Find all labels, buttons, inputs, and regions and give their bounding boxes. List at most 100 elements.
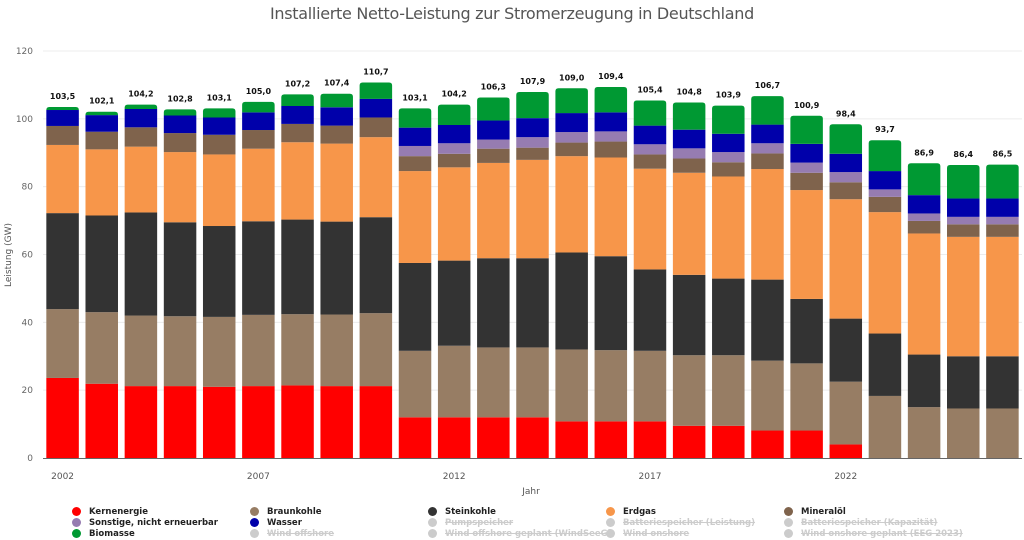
bar-stack[interactable]: [868, 140, 902, 458]
bar-segment-sonstige-nicht-erneuerbar[interactable]: [712, 152, 745, 163]
bar-segment-wasser[interactable]: [790, 143, 823, 163]
bar-segment-sonstige-nicht-erneuerbar[interactable]: [829, 172, 863, 183]
bar-segment-mineralöl[interactable]: [85, 131, 118, 150]
bar-stack[interactable]: [437, 104, 471, 458]
bar-segment-braunkohle[interactable]: [281, 314, 314, 386]
bar-segment-erdgas[interactable]: [477, 162, 510, 259]
bar-stack[interactable]: [398, 108, 432, 458]
bar-segment-kernenergie[interactable]: [359, 386, 393, 458]
bar-segment-biomasse[interactable]: [477, 97, 510, 121]
bar-segment-mineralöl[interactable]: [359, 117, 393, 138]
bar-segment-wasser[interactable]: [320, 107, 353, 126]
bar-segment-steinkohle[interactable]: [594, 256, 628, 351]
bar-segment-kernenergie[interactable]: [594, 421, 628, 458]
bar-segment-steinkohle[interactable]: [398, 262, 432, 351]
bar-stack[interactable]: [829, 124, 863, 458]
bar-segment-biomasse[interactable]: [555, 88, 588, 114]
bar-segment-erdgas[interactable]: [947, 236, 980, 357]
bar-segment-erdgas[interactable]: [986, 236, 1019, 357]
legend-item[interactable]: Kernenergie: [72, 506, 250, 517]
bar-segment-biomasse[interactable]: [437, 104, 471, 125]
bar-segment-mineralöl[interactable]: [163, 133, 197, 153]
bar-segment-braunkohle[interactable]: [85, 312, 118, 384]
legend-item[interactable]: Sonstige, nicht erneuerbar: [72, 517, 250, 528]
bar-segment-kernenergie[interactable]: [751, 430, 784, 458]
bar-segment-steinkohle[interactable]: [359, 217, 393, 314]
bar-stack[interactable]: [907, 163, 941, 458]
bar-segment-braunkohle[interactable]: [751, 360, 784, 431]
bar-segment-biomasse[interactable]: [672, 102, 706, 130]
bar-segment-mineralöl[interactable]: [868, 196, 902, 213]
bar-segment-sonstige-nicht-erneuerbar[interactable]: [947, 216, 980, 225]
bar-segment-biomasse[interactable]: [516, 92, 549, 119]
bar-segment-mineralöl[interactable]: [633, 154, 667, 169]
bar-segment-mineralöl[interactable]: [46, 125, 79, 145]
bar-segment-erdgas[interactable]: [242, 148, 275, 222]
legend-item[interactable]: Wind offshore: [250, 528, 428, 539]
legend-item[interactable]: Wind onshore geplant (EEG 2023): [784, 528, 963, 539]
bar-segment-biomasse[interactable]: [398, 108, 432, 128]
bar-segment-erdgas[interactable]: [555, 156, 588, 253]
bar-stack[interactable]: [202, 108, 236, 458]
bar-segment-braunkohle[interactable]: [633, 350, 667, 422]
legend-item[interactable]: Wind onshore: [606, 528, 784, 539]
bar-segment-sonstige-nicht-erneuerbar[interactable]: [555, 132, 588, 143]
bar-segment-wasser[interactable]: [555, 113, 588, 133]
bar-segment-braunkohle[interactable]: [242, 314, 275, 387]
bar-segment-biomasse[interactable]: [320, 93, 353, 108]
bar-segment-wasser[interactable]: [947, 198, 980, 217]
bar-segment-braunkohle[interactable]: [712, 355, 745, 426]
bar-segment-steinkohle[interactable]: [790, 298, 823, 364]
bar-segment-kernenergie[interactable]: [85, 383, 118, 458]
bar-segment-braunkohle[interactable]: [359, 313, 393, 387]
bar-segment-braunkohle[interactable]: [790, 363, 823, 431]
bar-segment-wasser[interactable]: [868, 171, 902, 190]
bar-segment-mineralöl[interactable]: [437, 153, 471, 168]
legend-item[interactable]: Wind offshore geplant (WindSeeG): [428, 528, 611, 539]
bar-segment-biomasse[interactable]: [163, 109, 197, 116]
bar-segment-wasser[interactable]: [124, 108, 158, 128]
bar-segment-steinkohle[interactable]: [320, 221, 353, 315]
bar-segment-biomasse[interactable]: [986, 164, 1019, 199]
bar-segment-biomasse[interactable]: [751, 96, 784, 125]
bar-segment-kernenergie[interactable]: [124, 386, 158, 458]
legend-item[interactable]: Pumpspeicher: [428, 517, 606, 528]
bar-segment-wasser[interactable]: [46, 110, 79, 126]
bar-segment-steinkohle[interactable]: [281, 219, 314, 315]
bar-segment-kernenergie[interactable]: [477, 417, 510, 458]
bar-segment-erdgas[interactable]: [712, 176, 745, 279]
bar-segment-mineralöl[interactable]: [986, 224, 1019, 237]
bar-segment-sonstige-nicht-erneuerbar[interactable]: [907, 213, 941, 221]
bar-segment-wasser[interactable]: [437, 124, 471, 144]
bar-stack[interactable]: [555, 88, 588, 458]
bar-segment-kernenergie[interactable]: [163, 386, 197, 458]
bar-segment-erdgas[interactable]: [359, 137, 393, 218]
bar-segment-kernenergie[interactable]: [633, 421, 667, 458]
bar-segment-mineralöl[interactable]: [477, 148, 510, 163]
bar-stack[interactable]: [242, 101, 275, 458]
bar-segment-braunkohle[interactable]: [163, 316, 197, 387]
bar-stack[interactable]: [281, 94, 314, 458]
bar-segment-erdgas[interactable]: [124, 146, 158, 213]
bar-segment-biomasse[interactable]: [829, 124, 863, 154]
bar-segment-mineralöl[interactable]: [790, 172, 823, 191]
bar-segment-sonstige-nicht-erneuerbar[interactable]: [633, 144, 667, 155]
bar-segment-wasser[interactable]: [85, 115, 118, 132]
bar-segment-steinkohle[interactable]: [672, 274, 706, 356]
bar-segment-steinkohle[interactable]: [907, 354, 941, 408]
bar-stack[interactable]: [163, 109, 197, 458]
bar-stack[interactable]: [672, 102, 706, 458]
bar-segment-biomasse[interactable]: [85, 111, 118, 116]
bar-segment-braunkohle[interactable]: [437, 345, 471, 418]
bar-stack[interactable]: [359, 82, 393, 458]
bar-segment-erdgas[interactable]: [672, 172, 706, 275]
bar-segment-kernenergie[interactable]: [437, 417, 471, 458]
bar-segment-mineralöl[interactable]: [281, 123, 314, 143]
bar-segment-sonstige-nicht-erneuerbar[interactable]: [751, 143, 784, 154]
legend-item[interactable]: Batteriespeicher (Leistung): [606, 517, 784, 528]
bar-segment-wasser[interactable]: [163, 115, 197, 134]
bar-stack[interactable]: [85, 111, 118, 458]
bar-segment-biomasse[interactable]: [242, 101, 275, 113]
bar-stack[interactable]: [712, 105, 745, 458]
bar-segment-braunkohle[interactable]: [594, 350, 628, 422]
